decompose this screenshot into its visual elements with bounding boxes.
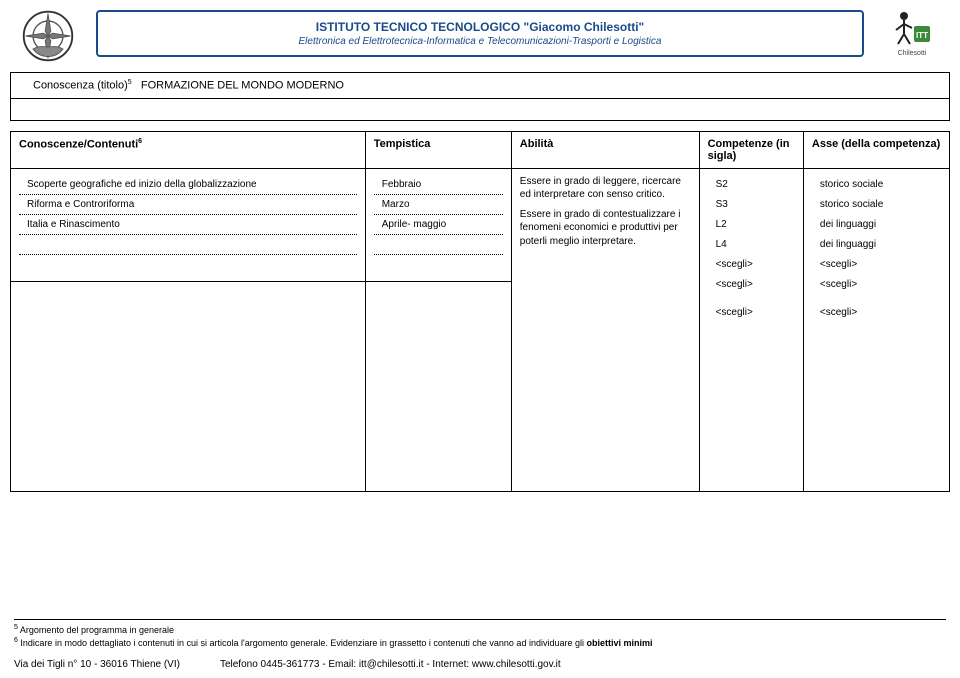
temp-row [374, 235, 503, 255]
comp-value: L4 [708, 235, 795, 255]
comp-value: S2 [708, 175, 795, 195]
footnote-ref-5: 5 [128, 79, 132, 86]
asse-value: <scegli> [812, 255, 941, 275]
conoscenza-title-row: Conoscenza (titolo)5 FORMAZIONE DEL MOND… [10, 72, 950, 99]
footer-contact: Telefono 0445-361773 - Email: itt@chiles… [220, 659, 946, 670]
asse-value: storico sociale [812, 195, 941, 215]
cc-row: Riforma e Controriforma [19, 195, 357, 215]
asse-value: <scegli> [812, 275, 941, 295]
institute-subtitle: Elettronica ed Elettrotecnica-Informatic… [112, 36, 848, 47]
conoscenza-label: Conoscenza (titolo) [33, 80, 128, 92]
cc-cell: Scoperte geografiche ed inizio della glo… [11, 168, 366, 281]
temp-row: Febbraio [374, 175, 503, 195]
asse-value: storico sociale [812, 175, 941, 195]
temp-row [374, 255, 503, 275]
header-conoscenze: Conoscenze/Contenuti6 [11, 131, 366, 168]
asse-cell: storico sociale storico sociale dei ling… [803, 168, 949, 491]
cc-row [19, 235, 357, 255]
conoscenza-value: FORMAZIONE DEL MONDO MODERNO [141, 80, 344, 92]
footnote-5: 5 Argomento del programma in generale [14, 623, 946, 637]
cc-row: Scoperte geografiche ed inizio della glo… [19, 175, 357, 195]
asse-value: dei linguaggi [812, 235, 941, 255]
institute-name: ISTITUTO TECNICO TECNOLOGICO "Giacomo Ch… [112, 20, 848, 34]
page-footer: Via dei Tigli n° 10 - 36016 Thiene (VI) … [14, 659, 946, 670]
asse-value: <scegli> [812, 295, 941, 322]
footer-address: Via dei Tigli n° 10 - 36016 Thiene (VI) [14, 659, 220, 670]
school-logo: ITT Chilesotti [884, 8, 940, 64]
comp-cell: S2 S3 L2 L4 <scegli> <scegli> <scegli> [699, 168, 803, 491]
cc-row [19, 255, 357, 275]
comp-value: S3 [708, 195, 795, 215]
comp-value: L2 [708, 215, 795, 235]
footnote-6: 6 Indicare in modo dettagliato i contenu… [14, 636, 946, 650]
svg-text:ITT: ITT [916, 31, 928, 40]
institute-title-box: ISTITUTO TECNICO TECNOLOGICO "Giacomo Ch… [96, 10, 864, 57]
blank-row [10, 99, 950, 121]
temp-row: Aprile- maggio [374, 215, 503, 235]
italian-emblem-icon [20, 8, 76, 64]
asse-value: dei linguaggi [812, 215, 941, 235]
header-competenze: Competenze (in sigla) [699, 131, 803, 168]
temp-row: Marzo [374, 195, 503, 215]
comp-value: <scegli> [708, 275, 795, 295]
temp-cell: Febbraio Marzo Aprile- maggio [365, 168, 511, 281]
page-header: ISTITUTO TECNICO TECNOLOGICO "Giacomo Ch… [0, 0, 960, 68]
footnotes: 5 Argomento del programma in generale 6 … [14, 619, 946, 650]
school-logo-text: Chilesotti [898, 50, 927, 57]
content-table: Conoscenze/Contenuti6 Tempistica Abilità… [10, 131, 950, 492]
temp-empty [365, 281, 511, 491]
cc-empty [11, 281, 366, 491]
header-abilita: Abilità [511, 131, 699, 168]
header-asse: Asse (della competenza) [803, 131, 949, 168]
ability-cell: Essere in grado di leggere, ricercare ed… [511, 168, 699, 491]
ability-text: Essere in grado di leggere, ricercare ed… [520, 176, 691, 247]
cc-row: Italia e Rinascimento [19, 215, 357, 235]
header-tempistica: Tempistica [365, 131, 511, 168]
comp-value: <scegli> [708, 295, 795, 322]
comp-value: <scegli> [708, 255, 795, 275]
